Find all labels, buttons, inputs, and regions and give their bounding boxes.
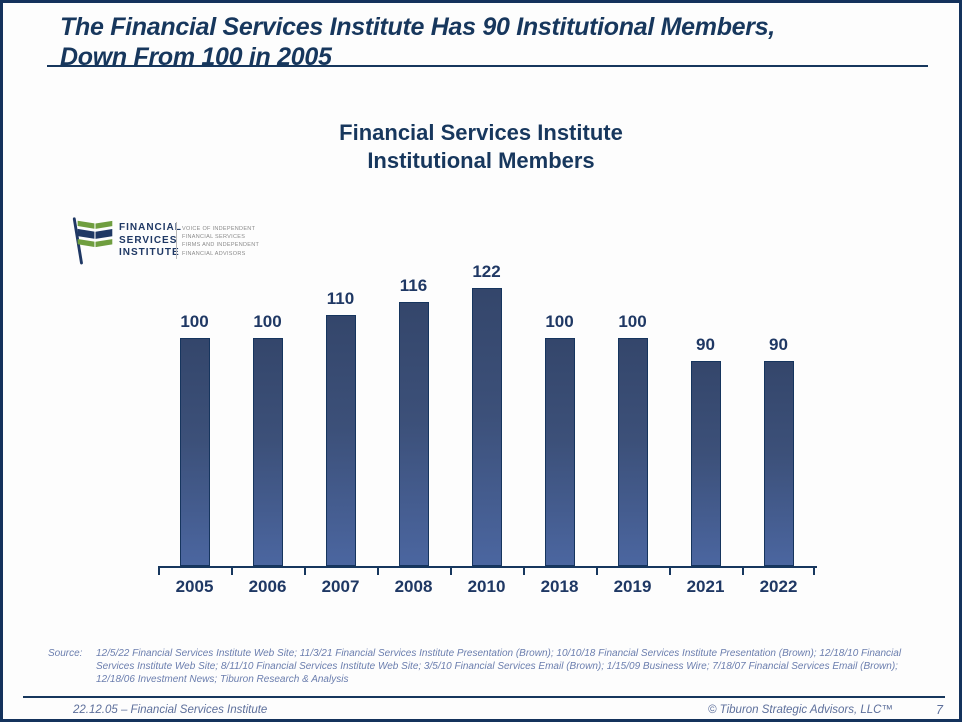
footer-left-text: 22.12.05 – Financial Services Institute <box>73 704 268 716</box>
source-label: Source: <box>48 648 83 659</box>
bar-value-2008: 116 <box>399 276 428 295</box>
chart-title-line1: Financial Services Institute <box>339 120 623 145</box>
x-axis-tick-4 <box>450 566 452 575</box>
logo-wordmark-line1: FINANCIAL <box>119 222 182 233</box>
footer-rule <box>23 696 945 698</box>
bar-value-2007: 110 <box>326 289 355 308</box>
source-note: Source: 12/5/22 Financial Services Insti… <box>48 647 926 686</box>
bar-value-2010: 122 <box>472 262 501 281</box>
logo-divider <box>176 222 177 259</box>
slide-headline: The Financial Services Institute Has 90 … <box>60 12 940 72</box>
source-text: 12/5/22 Financial Services Institute Web… <box>96 648 902 685</box>
x-axis-label-2021: 2021 <box>686 577 725 596</box>
chart-plot-layer: 100 2005 100 2006 110 2007 116 2008 122 2010 100 20… <box>3 3 959 719</box>
x-axis-tick-5 <box>523 566 525 575</box>
x-axis-label-2007: 2007 <box>321 577 360 596</box>
x-axis-label-2018: 2018 <box>540 577 579 596</box>
page-number: 7 <box>936 703 943 717</box>
bar-value-2018: 100 <box>545 312 574 331</box>
x-axis-tick-1 <box>231 566 233 575</box>
x-axis-label-2019: 2019 <box>613 577 652 596</box>
bar-2008 <box>398 302 429 566</box>
bar-value-2019: 100 <box>618 312 647 331</box>
logo-wordmark-line2: SERVICES <box>119 234 178 246</box>
bar-2005 <box>179 338 210 566</box>
x-axis-label-2006: 2006 <box>248 577 287 596</box>
logo-tagline-line2: FINANCIAL SERVICES <box>182 234 246 241</box>
chart-title-line2: Institutional Members <box>367 148 595 173</box>
logo-tagline: VOICE OF INDEPENDENT FINANCIAL SERVICES … <box>182 225 259 258</box>
logo-wordmark-line3: INSTITUTE <box>119 247 180 258</box>
x-axis-label-2022: 2022 <box>759 577 798 596</box>
logo-tagline-line4: FINANCIAL ADVISORS <box>182 250 246 257</box>
x-axis-tick-9 <box>813 566 815 575</box>
slide-headline-line1: The Financial Services Institute Has 90 … <box>60 13 775 41</box>
bar-2007 <box>325 315 356 566</box>
x-axis-label-2005: 2005 <box>175 577 214 596</box>
x-axis-label-2010: 2010 <box>467 577 506 596</box>
x-axis-tick-3 <box>377 566 379 575</box>
x-axis-line <box>158 566 817 568</box>
bar-value-2005: 100 <box>180 312 209 331</box>
logo-tagline-line3: FIRMS AND INDEPENDENT <box>182 242 260 249</box>
bar-value-2006: 100 <box>253 312 282 331</box>
bar-2022 <box>763 361 794 566</box>
headline-underline <box>47 65 928 67</box>
bar-2006 <box>252 338 283 566</box>
x-axis-tick-8 <box>742 566 744 575</box>
logo-tagline-line1: VOICE OF INDEPENDENT <box>182 226 256 232</box>
x-axis-tick-0 <box>158 566 160 575</box>
chart-title: Financial Services Institute Institution… <box>3 119 959 175</box>
bar-2019 <box>617 338 648 566</box>
x-axis-tick-7 <box>669 566 671 575</box>
footer-copyright: © Tiburon Strategic Advisors, LLC™ <box>708 704 893 716</box>
bar-value-2022: 90 <box>769 335 788 354</box>
x-axis-tick-2 <box>304 566 306 575</box>
bar-2010 <box>471 288 502 566</box>
logo-wordmark: FINANCIAL SERVICES INSTITUTE <box>119 222 182 260</box>
x-axis-tick-6 <box>596 566 598 575</box>
bar-value-2021: 90 <box>696 335 715 354</box>
flag-icon <box>72 217 113 265</box>
bar-2021 <box>690 361 721 566</box>
x-axis-label-2008: 2008 <box>394 577 433 596</box>
bar-2018 <box>544 338 575 566</box>
